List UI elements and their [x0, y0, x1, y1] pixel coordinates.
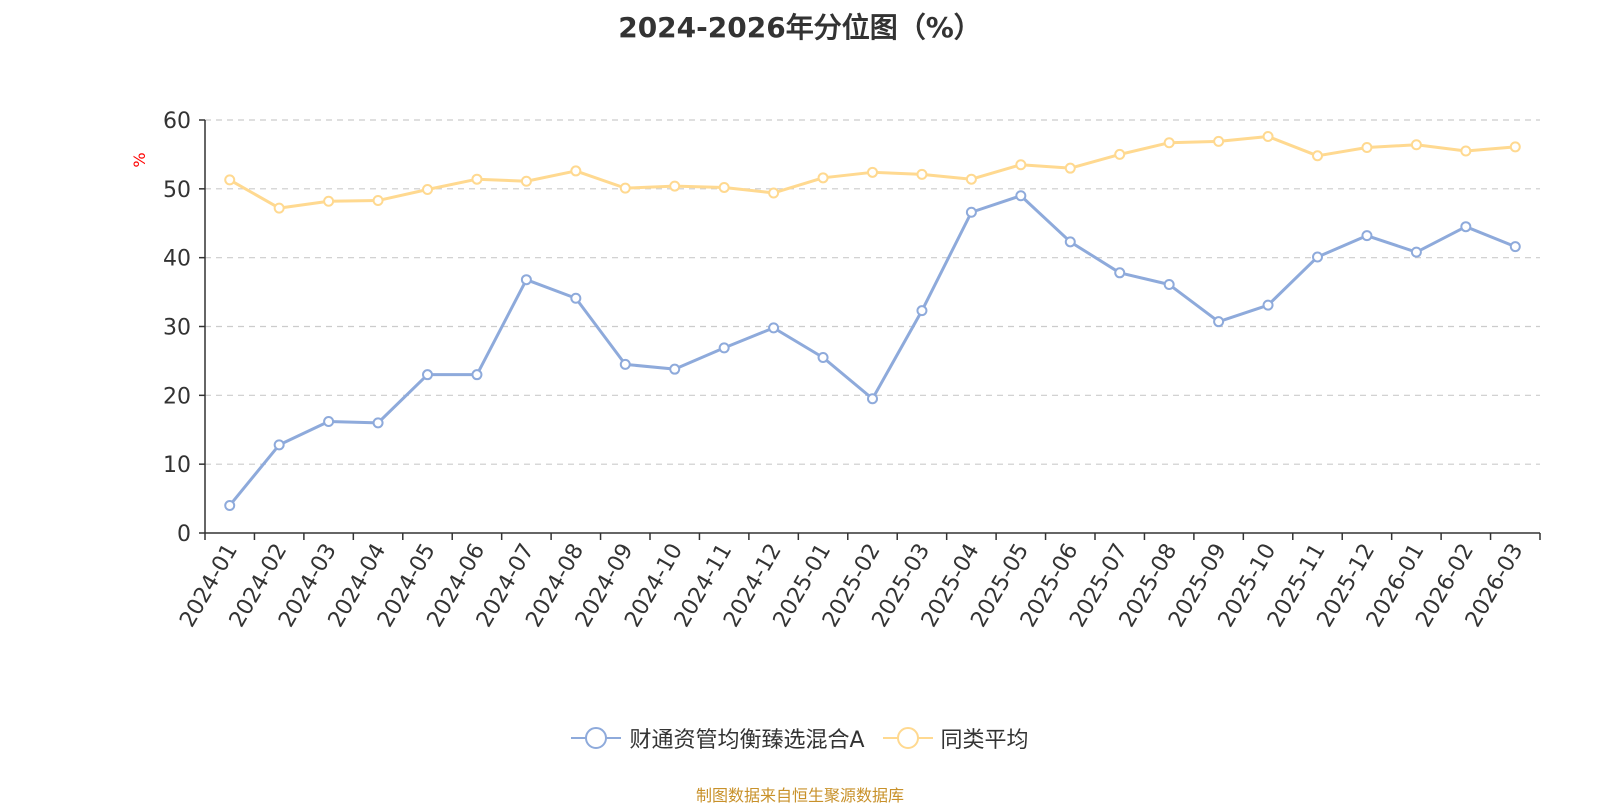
data-point[interactable]: [1361, 230, 1373, 242]
y-axis-label: %: [130, 152, 149, 167]
data-point[interactable]: [619, 182, 631, 194]
data-point[interactable]: [520, 274, 532, 286]
y-tick-label: 10: [163, 453, 191, 478]
legend-marker-average: [882, 727, 933, 749]
data-point[interactable]: [867, 166, 878, 178]
data-point[interactable]: [1410, 139, 1422, 151]
y-tick-label: 60: [163, 109, 191, 134]
data-point[interactable]: [422, 369, 433, 381]
data-point[interactable]: [916, 168, 928, 180]
data-point[interactable]: [1509, 241, 1521, 253]
data-point[interactable]: [965, 173, 977, 185]
data-point[interactable]: [323, 195, 335, 207]
data-point[interactable]: [669, 180, 681, 192]
data-point[interactable]: [669, 363, 681, 375]
data-point[interactable]: [1262, 131, 1274, 143]
data-point[interactable]: [520, 175, 532, 187]
data-point[interactable]: [1163, 137, 1175, 149]
data-point[interactable]: [372, 195, 384, 207]
data-point[interactable]: [570, 292, 582, 304]
chart-title: 2024-2026年分位图（%）: [618, 11, 982, 44]
data-point[interactable]: [1213, 135, 1225, 147]
data-point[interactable]: [1312, 150, 1323, 162]
data-point[interactable]: [1015, 159, 1027, 171]
legend-marker-fund: [571, 727, 622, 749]
data-point[interactable]: [1460, 221, 1472, 233]
data-point[interactable]: [1163, 279, 1175, 291]
data-point[interactable]: [1015, 190, 1027, 202]
data-point[interactable]: [471, 173, 483, 185]
data-point[interactable]: [768, 187, 780, 199]
data-point[interactable]: [273, 202, 285, 214]
data-point[interactable]: [471, 369, 483, 381]
data-point[interactable]: [619, 358, 631, 370]
data-point[interactable]: [273, 439, 285, 451]
data-point[interactable]: [224, 174, 236, 186]
data-point[interactable]: [817, 172, 829, 184]
data-point[interactable]: [817, 351, 829, 363]
data-point[interactable]: [916, 305, 928, 317]
data-point[interactable]: [1064, 236, 1076, 248]
data-point[interactable]: [867, 393, 878, 405]
data-point[interactable]: [768, 322, 780, 334]
y-tick-label: 30: [163, 316, 191, 341]
legend-item-average[interactable]: 同类平均: [882, 722, 1029, 754]
data-point[interactable]: [422, 184, 433, 196]
data-point[interactable]: [1361, 142, 1373, 154]
y-tick-label: 0: [177, 522, 191, 547]
legend-label-fund: 财通资管均衡臻选混合A: [629, 728, 865, 753]
data-point[interactable]: [1114, 267, 1126, 279]
source-note: 制图数据来自恒生聚源数据库: [695, 786, 904, 805]
legend-label-average: 同类平均: [940, 728, 1029, 753]
data-point[interactable]: [1114, 148, 1126, 160]
data-point[interactable]: [1460, 145, 1472, 157]
data-point[interactable]: [718, 342, 730, 354]
data-point[interactable]: [323, 415, 335, 427]
data-point[interactable]: [1509, 141, 1521, 153]
data-point[interactable]: [1312, 251, 1323, 263]
y-tick-label: 40: [163, 247, 191, 272]
data-point[interactable]: [1410, 246, 1422, 258]
data-point[interactable]: [965, 206, 977, 218]
y-tick-label: 20: [163, 384, 191, 409]
data-point[interactable]: [570, 165, 582, 177]
data-point[interactable]: [718, 181, 730, 193]
legend-item-fund[interactable]: 财通资管均衡臻选混合A: [571, 722, 865, 754]
y-tick-label: 50: [163, 178, 191, 203]
data-point[interactable]: [1064, 162, 1076, 174]
data-point[interactable]: [1213, 316, 1225, 328]
series-line-0: [228, 194, 1516, 507]
data-point[interactable]: [372, 417, 384, 429]
data-point[interactable]: [224, 499, 236, 511]
data-point[interactable]: [1262, 299, 1274, 311]
legend: 财通资管均衡臻选混合A 同类平均: [0, 722, 1600, 754]
